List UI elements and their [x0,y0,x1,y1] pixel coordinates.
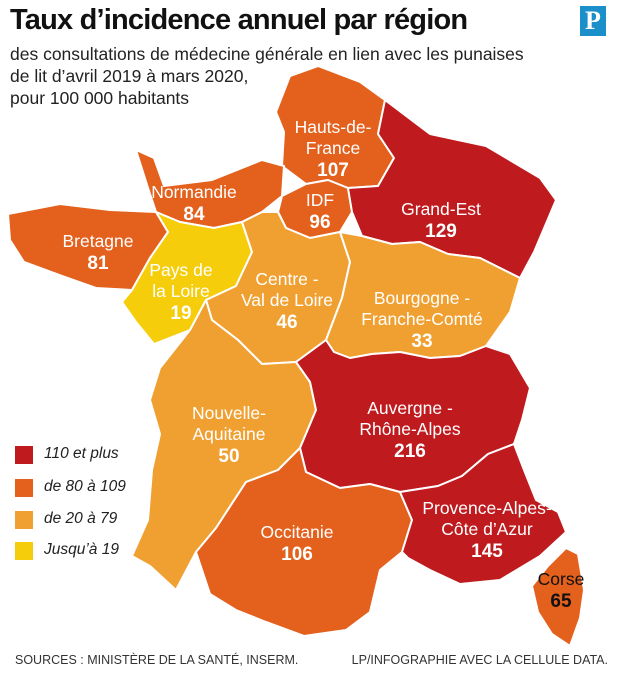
region-name-paca: Provence-Alpes- [422,498,552,518]
region-corse [531,547,585,647]
subtitle-line-2: de lit d’avril 2019 à mars 2020, [10,66,249,86]
region-value-bourgogne-franche-comte: 33 [411,331,432,352]
region-name-paca: Côte d’Azur [441,519,533,539]
region-value-grand-est: 129 [425,221,457,242]
region-name-centre-val-de-loire: Centre - [255,269,318,289]
region-name-corse: Corse [538,569,585,589]
le-parisien-logo: P [580,6,606,36]
region-name-normandie: Normandie [151,182,237,202]
legend-swatch [15,446,33,464]
legend-swatch [15,479,33,497]
region-paca [399,443,567,585]
region-name-bourgogne-franche-comte: Bourgogne - [374,288,470,308]
region-value-hauts-de-france: 107 [317,160,349,181]
region-value-corse: 65 [550,591,572,612]
region-name-hauts-de-france: Hauts-de- [295,117,372,137]
region-value-idf: 96 [309,212,330,233]
subtitle-line-1: des consultations de médecine générale e… [10,44,524,64]
credit-note: LP/INFOGRAPHIE AVEC LA CELLULE DATA. [351,653,608,667]
region-name-bourgogne-franche-comte: Franche-Comté [361,309,483,329]
region-name-grand-est: Grand-Est [401,199,481,219]
region-value-occitanie: 106 [281,544,313,565]
region-name-idf: IDF [306,190,334,210]
region-value-centre-val-de-loire: 46 [276,312,297,333]
region-name-auvergne-rhone-alpes: Rhône-Alpes [359,419,460,439]
map-title: Taux d’incidence annuel par région [10,4,468,36]
region-name-pays-de-la-loire: Pays de [149,260,212,280]
legend-label: 110 et plus [44,445,119,462]
legend-swatch [15,511,33,529]
region-name-centre-val-de-loire: Val de Loire [241,290,333,310]
region-value-paca: 145 [471,541,503,562]
subtitle-line-3: pour 100 000 habitants [10,88,190,108]
legend-label: de 80 à 109 [44,478,126,495]
region-name-pays-de-la-loire: la Loire [152,281,209,301]
region-name-nouvelle-aquitaine: Nouvelle- [192,403,266,423]
region-occitanie [195,447,413,637]
legend-label: Jusqu’à 19 [44,541,119,558]
region-value-pays-de-la-loire: 19 [170,303,191,324]
region-name-occitanie: Occitanie [261,522,334,542]
legend-swatch [15,542,33,560]
region-value-auvergne-rhone-alpes: 216 [394,441,426,462]
sources-note: SOURCES : MINISTÈRE DE LA SANTÉ, INSERM. [15,653,299,667]
region-value-bretagne: 81 [87,253,109,274]
region-name-bretagne: Bretagne [62,231,133,251]
region-name-auvergne-rhone-alpes: Auvergne - [367,398,453,418]
region-name-nouvelle-aquitaine: Aquitaine [193,424,266,444]
region-name-hauts-de-france: France [306,138,360,158]
region-value-normandie: 84 [183,204,205,225]
legend-label: de 20 à 79 [44,510,118,527]
region-value-nouvelle-aquitaine: 50 [218,446,239,467]
